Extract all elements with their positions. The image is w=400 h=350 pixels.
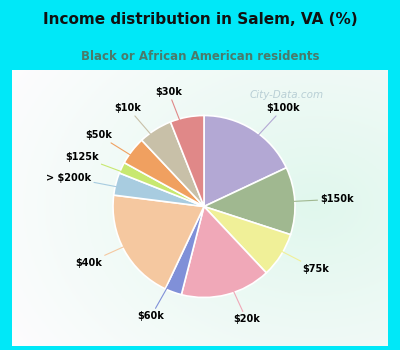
Text: > $200k: > $200k: [46, 173, 158, 195]
Wedge shape: [204, 168, 295, 235]
Text: $30k: $30k: [155, 87, 195, 160]
Wedge shape: [119, 163, 204, 206]
Wedge shape: [113, 195, 204, 289]
Text: $75k: $75k: [244, 232, 329, 274]
Text: City-Data.com: City-Data.com: [250, 90, 324, 100]
Text: $125k: $125k: [65, 152, 161, 186]
Text: Income distribution in Salem, VA (%): Income distribution in Salem, VA (%): [43, 12, 357, 27]
Text: $40k: $40k: [75, 229, 162, 268]
Text: $20k: $20k: [216, 252, 260, 324]
Text: $60k: $60k: [138, 251, 188, 321]
Wedge shape: [124, 140, 204, 206]
Text: $100k: $100k: [229, 103, 300, 167]
Wedge shape: [170, 116, 204, 206]
Wedge shape: [204, 116, 286, 206]
Text: $150k: $150k: [251, 194, 354, 204]
Wedge shape: [114, 173, 204, 206]
Text: Black or African American residents: Black or African American residents: [81, 49, 319, 63]
Wedge shape: [204, 206, 290, 273]
Wedge shape: [165, 206, 204, 295]
Text: $10k: $10k: [115, 103, 179, 167]
Wedge shape: [181, 206, 266, 298]
Wedge shape: [142, 122, 204, 206]
Text: $50k: $50k: [85, 130, 167, 177]
